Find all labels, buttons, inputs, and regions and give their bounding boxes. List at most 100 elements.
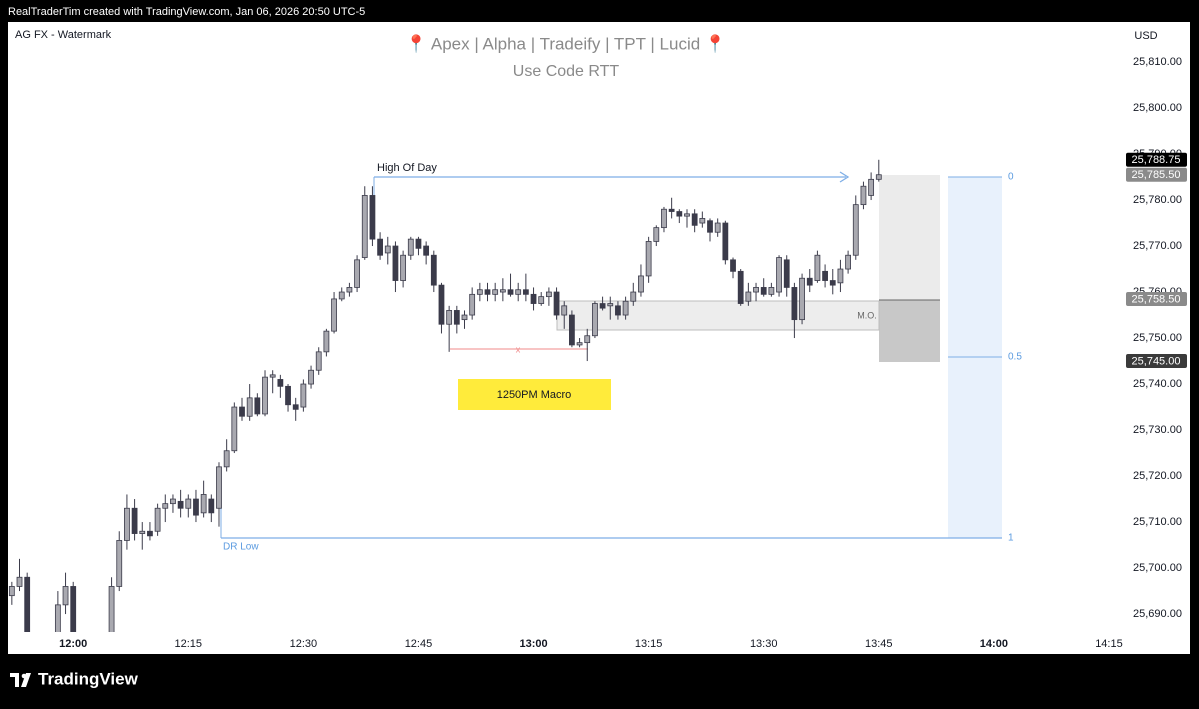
candle-body xyxy=(753,287,759,293)
candle-body xyxy=(292,404,299,410)
candle-body xyxy=(54,604,61,632)
candle-body xyxy=(530,293,537,304)
candle-body xyxy=(154,507,161,532)
y-tick-label: 25,690.00 xyxy=(1133,608,1182,620)
candle-body xyxy=(645,241,652,277)
candle-body xyxy=(691,213,698,226)
candle-body xyxy=(684,213,690,217)
candle-body xyxy=(277,379,284,387)
x-tick-label: 14:00 xyxy=(980,638,1008,650)
logo xyxy=(10,673,31,687)
candle-body xyxy=(415,238,422,249)
candle-body xyxy=(239,406,245,417)
candle-body xyxy=(461,314,468,321)
y-tick-label: 25,800.00 xyxy=(1133,102,1182,114)
candle-body xyxy=(315,351,322,371)
chart-area xyxy=(8,22,1190,654)
macro-box xyxy=(458,379,611,410)
title: 📍 Apex | Alpha | Tradeify | TPT | Lucid … xyxy=(406,33,726,53)
candle-body xyxy=(131,507,138,534)
y-tick-label: 25,700.00 xyxy=(1133,562,1182,574)
candle-body xyxy=(822,270,828,281)
candle-body xyxy=(522,289,529,295)
candle-body xyxy=(262,376,268,415)
candle-body xyxy=(216,466,222,509)
candle-body xyxy=(730,259,736,272)
candle-body xyxy=(323,330,330,353)
x-tick-label: 14:15 xyxy=(1095,638,1123,650)
candle-body xyxy=(806,277,813,286)
candle-body xyxy=(300,383,307,408)
hod-label: High Of Day xyxy=(377,162,437,174)
candle-body xyxy=(814,254,821,281)
candle-body xyxy=(177,500,184,509)
subtitle: Use Code RTT xyxy=(513,63,620,80)
candle-body xyxy=(453,310,460,325)
candle-body xyxy=(538,296,545,304)
candle-body xyxy=(569,314,575,346)
candle-body xyxy=(446,310,453,325)
price-badge xyxy=(1126,152,1187,167)
candle-body xyxy=(829,280,836,286)
candle-body xyxy=(269,374,276,378)
price-badge-label: 25,745.00 xyxy=(1132,355,1181,367)
candle-body xyxy=(116,540,123,587)
candle-body xyxy=(492,289,499,295)
candle-body xyxy=(799,277,805,321)
y-tick-label: 25,710.00 xyxy=(1133,516,1182,528)
x-tick-label: 12:45 xyxy=(405,638,433,650)
x-tick-label: 12:00 xyxy=(59,638,87,650)
candle-body xyxy=(254,397,261,415)
candle-body xyxy=(722,222,729,261)
candle-body xyxy=(545,291,552,298)
candle-body xyxy=(499,289,506,293)
candle-body xyxy=(515,289,522,295)
candle-body xyxy=(615,305,621,316)
brand: TradingView xyxy=(38,669,139,688)
y-tick-label: 25,780.00 xyxy=(1133,194,1182,206)
price-badge xyxy=(1126,167,1187,182)
candle-body xyxy=(208,498,215,514)
candle-body xyxy=(661,208,667,229)
candle-body xyxy=(668,208,675,212)
candle-body xyxy=(70,586,77,632)
fib-label: 1 xyxy=(1008,533,1014,544)
candle-body xyxy=(576,342,583,346)
fib-label: 0 xyxy=(1008,172,1014,183)
drawings xyxy=(220,171,1002,539)
candle-body xyxy=(223,450,230,468)
candle-body xyxy=(24,576,31,632)
candle-body xyxy=(369,195,376,240)
candle-body xyxy=(384,245,391,254)
candle-body xyxy=(852,204,859,256)
candle-body xyxy=(860,185,867,206)
candle-body xyxy=(469,293,476,316)
candle-body xyxy=(599,303,606,309)
price-badge xyxy=(1126,354,1187,369)
logo-dot xyxy=(21,673,27,679)
candle-body xyxy=(768,287,775,295)
candle-body xyxy=(200,494,207,514)
candle-body xyxy=(837,268,844,284)
x-mark: x xyxy=(516,344,521,354)
candle-body xyxy=(361,195,368,258)
candle-body xyxy=(553,291,560,316)
price-badge-label: 25,788.75 xyxy=(1132,154,1181,166)
candle-body xyxy=(147,530,153,537)
x-tick-label: 13:00 xyxy=(519,638,547,650)
candle-body xyxy=(407,238,414,256)
candle-body xyxy=(561,305,568,316)
y-tick-label: 25,770.00 xyxy=(1133,240,1182,252)
x-tick-label: 13:45 xyxy=(865,638,893,650)
candle-body xyxy=(737,270,744,304)
candle-body xyxy=(377,238,383,256)
range-box xyxy=(879,175,940,300)
y-tick-label: 25,810.00 xyxy=(1133,56,1182,68)
candle-body xyxy=(193,498,199,516)
candle-body xyxy=(308,369,314,385)
candle-body xyxy=(108,586,115,632)
x-tick-label: 13:15 xyxy=(635,638,663,650)
candle-body xyxy=(246,397,253,417)
